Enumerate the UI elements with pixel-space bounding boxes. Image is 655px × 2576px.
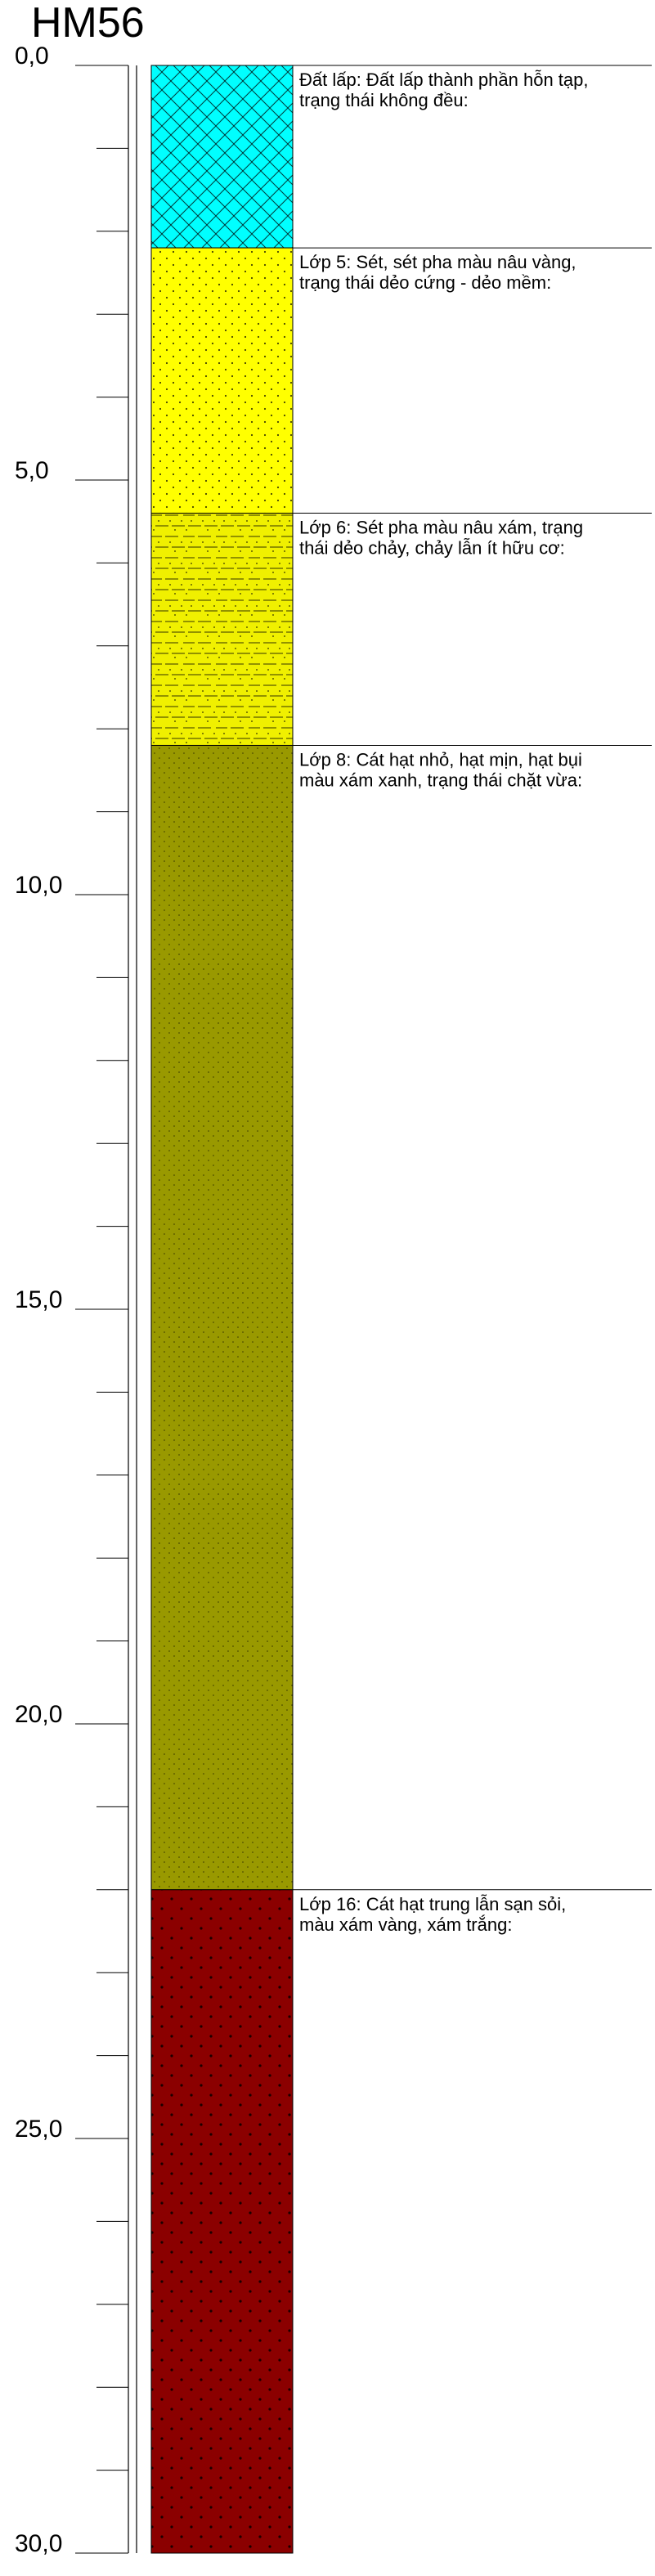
layer-description-line: Đất lấp: Đất lấp thành phần hỗn tạp, (299, 70, 588, 90)
layer-fill (150, 247, 294, 514)
depth-axis: 0,0 5,0 10,0 15,0 20,0 25,0 30,0 (15, 43, 137, 2557)
layer-description-line: màu xám vàng, xám trắng: (299, 1914, 512, 1935)
layer-fill (150, 1889, 294, 2554)
borehole-title: HM56 (31, 0, 145, 47)
layer-fill (150, 65, 294, 249)
depth-tick-label: 30,0 (15, 2530, 62, 2557)
layer-description: Lớp 5: Sét, sét pha màu nâu vàng, trạng t… (299, 252, 576, 293)
depth-tick-label: 20,0 (15, 1701, 62, 1728)
layer-description-line: Lớp 6: Sét pha màu nâu xám, trạng (299, 518, 583, 538)
depth-tick-label: 10,0 (15, 872, 62, 899)
layer-description-line: Lớp 16: Cát hạt trung lẫn sạn sỏi, (299, 1894, 566, 1914)
layer-description-line: thái dẻo chảy, chảy lẫn ít hữu cơ: (299, 538, 565, 559)
layer-description: Lớp 8: Cát hạt nhỏ, hạt mịn, hạt bụi màu … (299, 749, 582, 790)
depth-tick-label: 0,0 (15, 43, 49, 70)
depth-tick-label: 5,0 (15, 457, 49, 484)
layer-description-line: Lớp 8: Cát hạt nhỏ, hạt mịn, hạt bụi (299, 749, 582, 770)
layer-description-line: trạng thái dẻo cứng - dẻo mềm: (299, 272, 551, 293)
layer-fill (150, 744, 294, 1891)
depth-tick-label: 15,0 (15, 1286, 62, 1313)
layer-description: Lớp 16: Cát hạt trung lẫn sạn sỏi, màu xá… (299, 1894, 566, 1935)
soil-layers: Đất lấp: Đất lấp thành phần hỗn tạp, trạn… (150, 65, 652, 2554)
depth-tick-label: 25,0 (15, 2116, 62, 2143)
layer-fill (150, 513, 294, 746)
layer-description: Đất lấp: Đất lấp thành phần hỗn tạp, trạn… (299, 70, 588, 110)
layer-description-line: trạng thái không đều: (299, 90, 469, 110)
layer-description-line: màu xám xanh, trạng thái chặt vừa: (299, 770, 582, 790)
layer-description-line: Lớp 5: Sét, sét pha màu nâu vàng, (299, 252, 576, 272)
layer-description: Lớp 6: Sét pha màu nâu xám, trạng thái dẻ… (299, 518, 583, 559)
